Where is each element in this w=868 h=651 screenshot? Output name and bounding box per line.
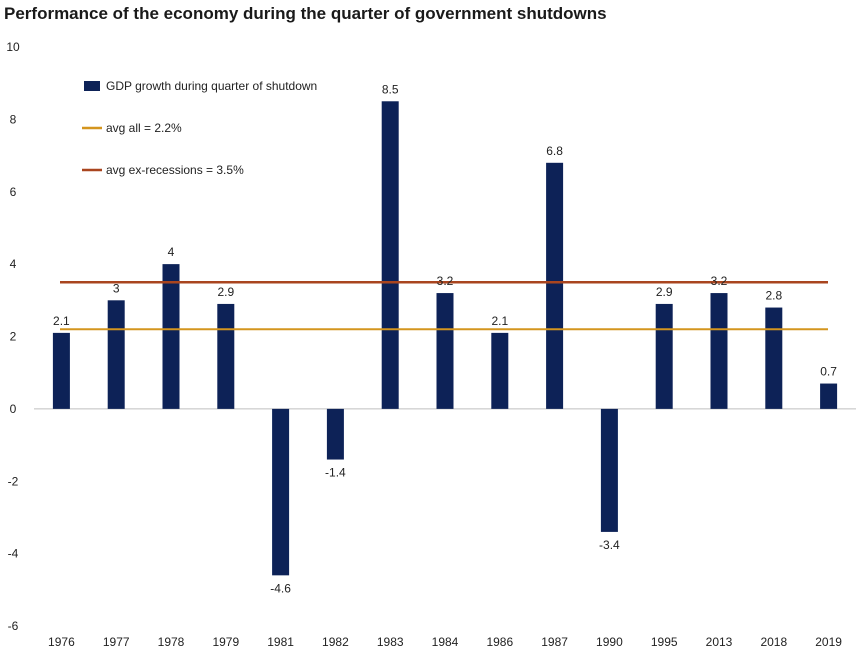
reference-lines (60, 280, 828, 331)
y-tick-label: -6 (8, 619, 19, 633)
x-tick-label: 1976 (48, 635, 75, 649)
data-label: -1.4 (325, 466, 346, 480)
chart-title: Performance of the economy during the qu… (4, 4, 607, 23)
data-label: 8.5 (382, 82, 399, 96)
bar-2013 (710, 293, 728, 409)
x-tick-label: 1978 (158, 635, 185, 649)
y-tick-label: 8 (10, 112, 17, 126)
data-label: 2.9 (656, 285, 673, 299)
bar-1986 (491, 332, 509, 409)
y-tick-label: 6 (10, 185, 17, 199)
x-tick-label: 1984 (432, 635, 459, 649)
legend: GDP growth during quarter of shutdown avg… (82, 79, 317, 177)
x-tick-label: 1979 (212, 635, 239, 649)
x-tick-label: 1986 (486, 635, 513, 649)
bar-1984 (436, 293, 454, 409)
x-tick-label: 1987 (541, 635, 568, 649)
y-tick-label: 4 (10, 257, 17, 271)
bar-2019 (820, 383, 838, 409)
bar-1990 (600, 408, 618, 532)
x-tick-label: 1990 (596, 635, 623, 649)
y-tick-label: 10 (6, 40, 20, 54)
legend-label-ref: avg all = 2.2% (106, 121, 182, 135)
data-labels: 2.1 3 4 2.9 -4.6 -1.4 8.5 3.2 2.1 6.8 -3.4 2.9 3.2 2.… (53, 82, 837, 595)
bar-1987 (546, 162, 564, 409)
legend-swatch-gdp (84, 81, 100, 91)
data-label: 3.2 (711, 274, 728, 288)
data-label: 2.1 (53, 314, 70, 328)
bar-1977 (107, 300, 125, 409)
x-tick-label: 2013 (706, 635, 733, 649)
data-label: 3.2 (437, 274, 454, 288)
bar-1981 (272, 408, 290, 576)
data-label: 2.9 (217, 285, 234, 299)
y-tick-label: -2 (8, 474, 19, 488)
bar-1995 (655, 303, 673, 409)
bar-1983 (381, 101, 399, 409)
bar-1982 (326, 408, 344, 460)
data-label: 2.8 (765, 289, 782, 303)
x-tick-label: 2018 (760, 635, 787, 649)
bars (52, 101, 838, 576)
bar-1976 (52, 332, 70, 409)
bar-1979 (217, 303, 235, 409)
x-tick-label: 1977 (103, 635, 130, 649)
x-tick-label: 1981 (267, 635, 294, 649)
y-tick-label: 0 (10, 402, 17, 416)
y-tick-label: 2 (10, 330, 17, 344)
x-tick-label: 1983 (377, 635, 404, 649)
bar-2018 (765, 307, 783, 409)
legend-label-ref: avg ex-recessions = 3.5% (106, 163, 244, 177)
legend-label-gdp: GDP growth during quarter of shutdown (106, 79, 317, 93)
x-tick-label: 2019 (815, 635, 842, 649)
y-tick-label: -4 (8, 547, 19, 561)
data-label: 6.8 (546, 144, 563, 158)
x-tick-label: 1995 (651, 635, 678, 649)
data-label: -4.6 (270, 581, 291, 595)
data-label: 3 (113, 281, 120, 295)
bar-1978 (162, 264, 180, 409)
data-label: -3.4 (599, 538, 620, 552)
data-label: 0.7 (820, 365, 837, 379)
y-axis-labels: -6 -4 -2 0 2 4 6 8 10 (6, 40, 20, 633)
data-label: 4 (168, 245, 175, 259)
x-tick-label: 1982 (322, 635, 349, 649)
data-label: 2.1 (491, 314, 508, 328)
x-axis-labels: 1976 1977 1978 1979 1981 1982 1983 1984 1986 1987… (48, 635, 842, 649)
